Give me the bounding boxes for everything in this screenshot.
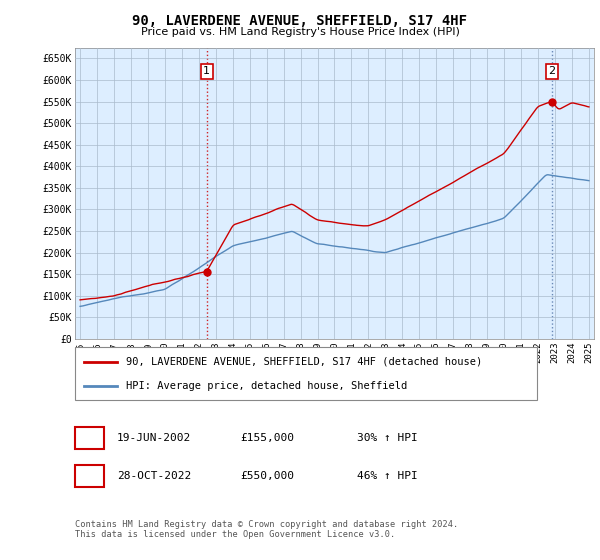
Text: Contains HM Land Registry data © Crown copyright and database right 2024.
This d: Contains HM Land Registry data © Crown c… <box>75 520 458 539</box>
Text: HPI: Average price, detached house, Sheffield: HPI: Average price, detached house, Shef… <box>126 381 407 391</box>
Text: 28-OCT-2022: 28-OCT-2022 <box>117 471 191 481</box>
Text: 46% ↑ HPI: 46% ↑ HPI <box>357 471 418 481</box>
Text: 90, LAVERDENE AVENUE, SHEFFIELD, S17 4HF: 90, LAVERDENE AVENUE, SHEFFIELD, S17 4HF <box>133 14 467 28</box>
Text: £155,000: £155,000 <box>240 433 294 443</box>
Text: 90, LAVERDENE AVENUE, SHEFFIELD, S17 4HF (detached house): 90, LAVERDENE AVENUE, SHEFFIELD, S17 4HF… <box>126 357 482 367</box>
Text: 30% ↑ HPI: 30% ↑ HPI <box>357 433 418 443</box>
Text: 2: 2 <box>548 66 556 76</box>
Text: £550,000: £550,000 <box>240 471 294 481</box>
Text: 1: 1 <box>203 66 210 76</box>
Text: 1: 1 <box>86 433 93 443</box>
Text: 2: 2 <box>86 471 93 481</box>
Text: Price paid vs. HM Land Registry's House Price Index (HPI): Price paid vs. HM Land Registry's House … <box>140 27 460 37</box>
Text: 19-JUN-2002: 19-JUN-2002 <box>117 433 191 443</box>
